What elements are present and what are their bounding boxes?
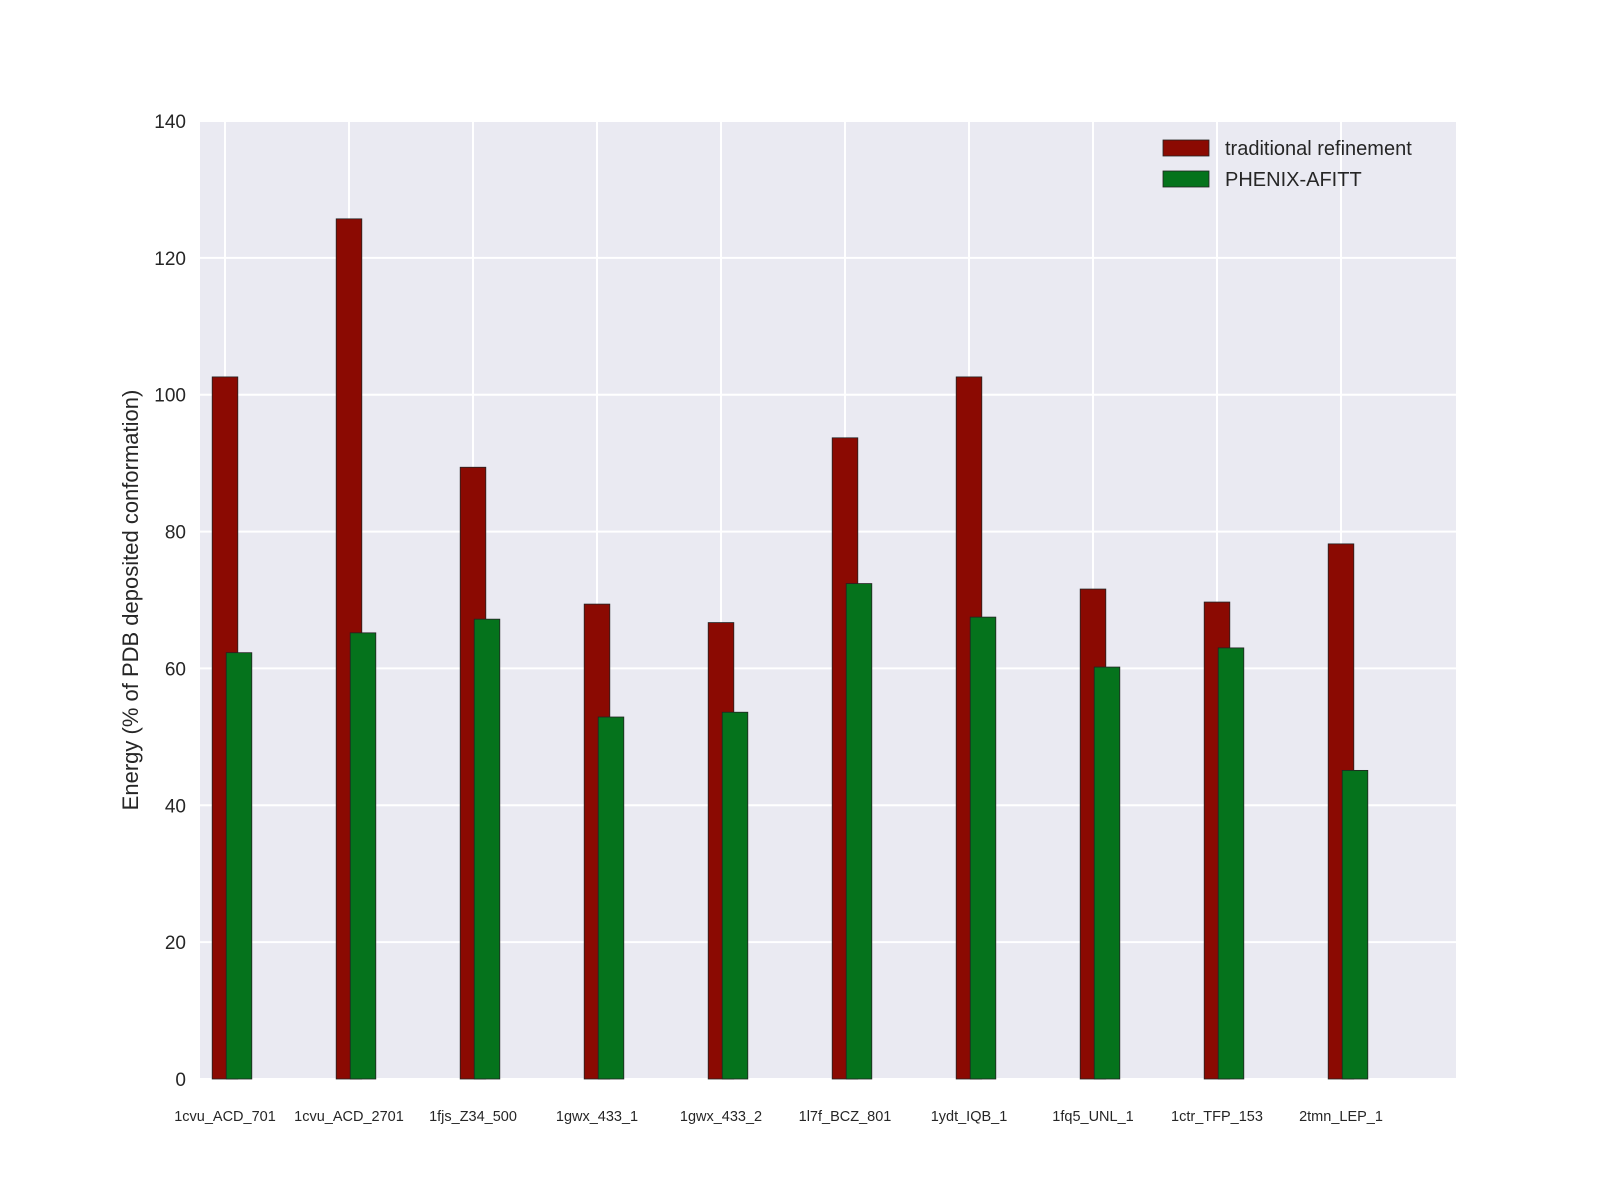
bar-phenix-1ydt_IQB_1 [969, 616, 997, 1080]
y-axis-label: Energy (% of PDB deposited conformation) [118, 390, 143, 811]
x-tick-label: 1fq5_UNL_1 [1052, 1109, 1133, 1125]
x-tick-label: 1gwx_433_1 [556, 1109, 638, 1125]
bar-phenix-1l7f_BCZ_801 [845, 583, 873, 1080]
y-tick-label: 20 [165, 933, 186, 954]
y-tick-label: 100 [154, 386, 186, 407]
y-tick-label: 140 [154, 112, 186, 133]
bar-phenix-1fq5_UNL_1 [1093, 666, 1121, 1080]
x-tick-label: 1cvu_ACD_701 [174, 1109, 276, 1125]
bar-phenix-1cvu_ACD_2701 [349, 632, 377, 1080]
bar-phenix-1ctr_TFP_153 [1217, 647, 1245, 1080]
plot-area [200, 121, 1456, 1079]
x-tick-label: 1ctr_TFP_153 [1171, 1109, 1263, 1125]
y-tick-label: 60 [165, 659, 186, 680]
legend-label: PHENIX-AFITT [1225, 169, 1362, 191]
bar-phenix-1gwx_433_1 [597, 716, 625, 1080]
x-tick-label: 1cvu_ACD_2701 [294, 1109, 404, 1125]
legend: traditional refinement PHENIX-AFITT [1162, 138, 1412, 191]
bar-phenix-1fjs_Z34_500 [473, 618, 501, 1080]
legend-swatch [1162, 139, 1210, 157]
legend-label: traditional refinement [1225, 138, 1412, 160]
bar-phenix-2tmn_LEP_1 [1341, 769, 1369, 1080]
bar-phenix-1cvu_ACD_701 [225, 652, 253, 1080]
bar-phenix-1gwx_433_2 [721, 711, 749, 1080]
x-tick-label: 1gwx_433_2 [680, 1109, 762, 1125]
legend-swatch [1162, 170, 1210, 188]
x-tick-label: 2tmn_LEP_1 [1299, 1109, 1383, 1125]
x-tick-label: 1ydt_IQB_1 [931, 1109, 1008, 1125]
x-tick-label: 1fjs_Z34_500 [429, 1109, 517, 1125]
y-tick-label: 0 [175, 1070, 186, 1091]
y-tick-label: 120 [154, 249, 186, 270]
y-tick-label: 80 [165, 523, 186, 544]
x-tick-label: 1l7f_BCZ_801 [799, 1109, 892, 1125]
y-tick-label: 40 [165, 796, 186, 817]
